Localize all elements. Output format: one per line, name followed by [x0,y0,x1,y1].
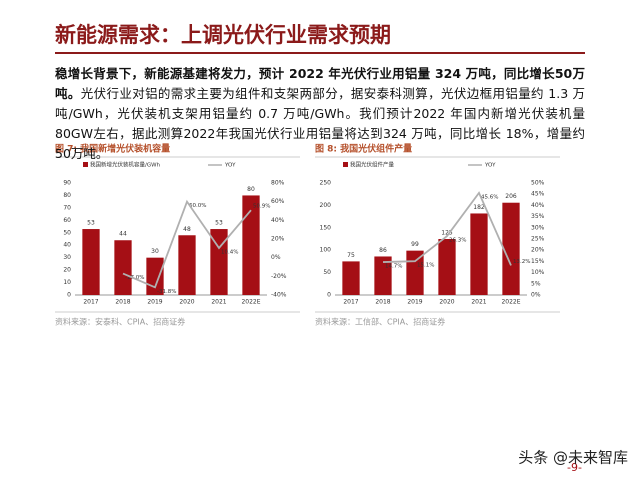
y-tick-label: 150 [320,224,332,231]
point-label: 26.3% [449,238,466,244]
point-label: 45.6% [481,194,498,200]
y-tick-label: 60 [63,217,71,224]
source: 资料来源：工信部、CPIA、招商证券 [315,317,445,327]
y-tick-label: 0 [327,292,331,299]
y2-tick-label: 50% [531,180,545,187]
bar [82,229,100,295]
y2-tick-label: 40% [271,217,285,224]
legend-swatch [83,162,88,167]
y2-tick-label: 20% [271,236,285,243]
bar-label: 30 [151,248,159,255]
point-label: 13.2% [513,259,530,265]
point-label: 50.9% [253,204,270,210]
bar-label: 80 [247,186,255,193]
bar-label: 125 [441,230,453,237]
y-tick-label: 250 [320,180,332,187]
point-label: 10.4% [221,249,238,255]
bar [374,256,392,295]
y2-tick-label: 80% [271,180,285,187]
point-label: -31.8% [157,289,176,295]
bar [178,235,196,295]
page-title: 新能源需求：上调光伏行业需求预期 [55,23,391,47]
x-tick-label: 2020 [439,299,454,306]
legend-label: YOY [224,163,236,169]
point-label: 15.1% [417,263,434,269]
bar-label: 44 [119,231,127,238]
y2-tick-label: 35% [531,213,545,220]
y2-tick-label: -20% [271,273,287,280]
bar [502,202,520,295]
y2-tick-label: 40% [531,202,545,209]
bar-label: 206 [505,193,517,200]
y2-tick-label: 60% [271,198,285,205]
x-tick-label: 2019 [407,299,422,306]
y-tick-label: 90 [63,180,71,187]
caption: 图 8: 我国光伏组件产量 [315,143,412,155]
bar [470,213,488,295]
watermark: 头条 @未来智库 [518,449,628,467]
y-tick-label: 50 [323,269,331,276]
paragraph: 稳增长背景下，新能源基建将发力，预计 2022 年光伏行业用铝量 324 万吨，… [55,64,585,164]
y2-tick-label: 20% [531,247,545,254]
y-tick-label: 100 [320,247,332,254]
x-tick-label: 2022E [501,299,520,306]
y-tick-label: 80 [63,192,71,199]
bar [342,261,360,295]
bar-label: 182 [473,204,485,211]
line [122,199,252,289]
x-tick-label: 2021 [471,299,486,306]
source: 资料来源：安泰科、CPIA、招商证券 [55,317,185,327]
point-label: 14.7% [385,264,402,270]
y-tick-label: 10 [63,279,71,286]
y-tick-label: 70 [63,204,71,211]
x-tick-label: 2022E [241,299,260,306]
bar-label: 53 [87,220,95,227]
bar-label: 99 [411,241,419,248]
bar-label: 53 [215,220,223,227]
y-tick-label: 50 [63,229,71,236]
bar-label: 75 [347,252,355,259]
x-tick-label: 2017 [83,299,98,306]
y2-tick-label: 10% [531,269,545,276]
body: 光伏行业对铝的需求主要为组件和支架两部分，据安泰科测算，光伏边框用铝量约 1.3… [55,86,585,161]
bar [242,195,260,295]
x-tick-label: 2017 [343,299,358,306]
point-label: 60.0% [189,203,206,209]
y-tick-label: 20 [63,267,71,274]
y-tick-label: 200 [320,202,332,209]
y2-tick-label: 0% [271,254,281,261]
x-tick-label: 2018 [375,299,390,306]
bar-label: 48 [183,226,191,233]
page-number: -9- [567,461,582,474]
x-tick-label: 2019 [147,299,162,306]
y-tick-label: 0 [67,292,71,299]
y-tick-label: 30 [63,254,71,261]
y2-tick-label: 5% [531,280,541,287]
legend-swatch [343,162,348,167]
x-tick-label: 2021 [211,299,226,306]
y-tick-label: 40 [63,242,71,249]
y2-tick-label: 15% [531,258,545,265]
y2-tick-label: -40% [271,292,287,299]
bar-label: 86 [379,247,387,254]
x-tick-label: 2018 [115,299,130,306]
x-tick-label: 2020 [179,299,194,306]
legend-label: YOY [484,163,496,169]
caption: 图 7: 我国新增光伏装机容量 [55,143,170,155]
line [382,191,512,266]
bar [210,229,228,295]
lead: 稳增长背景下，新能源基建将发力，预计 2022 年光伏行业用铝量 324 万吨，… [55,66,585,101]
y2-tick-label: 45% [531,191,545,198]
legend-label: 我国光伏组件产量 [350,161,395,169]
legend-label: 我国新增光伏装机容量/GWh [90,161,161,169]
y2-tick-label: 30% [531,224,545,231]
y2-tick-label: 25% [531,236,545,243]
bar [438,239,456,295]
bar [114,240,132,295]
y2-tick-label: 0% [531,292,541,299]
